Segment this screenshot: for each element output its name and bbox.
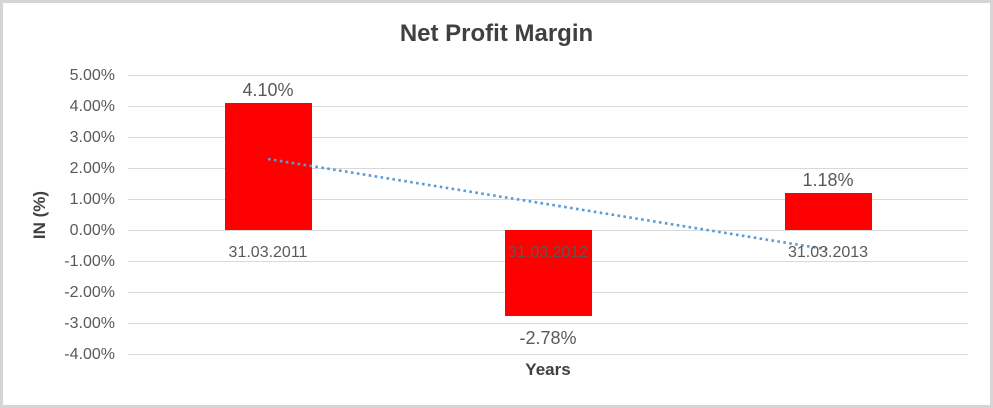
plot-area: 4.10% 31.03.2011 -2.78% 31.03.2012 1.18% 31.0… — [128, 74, 968, 355]
y-tick-label: -2.00% — [64, 284, 115, 301]
y-tick-label: -4.00% — [64, 346, 115, 363]
category-label: 31.03.2012 — [507, 244, 589, 261]
gridline — [128, 74, 968, 76]
y-tick-label: 2.00% — [69, 160, 115, 177]
y-tick-label: -1.00% — [64, 253, 115, 270]
gridline — [128, 167, 968, 169]
gridline — [128, 322, 968, 324]
gridline — [128, 198, 968, 200]
category-label: 31.03.2011 — [228, 244, 308, 261]
y-tick-label: -3.00% — [64, 315, 115, 332]
chart-title: Net Profit Margin — [399, 20, 594, 47]
bar — [224, 102, 312, 230]
y-tick-label: 5.00% — [69, 67, 115, 84]
y-tick-label: 3.00% — [69, 129, 115, 146]
y-tick-label: 1.00% — [69, 191, 115, 208]
gridline — [128, 136, 968, 138]
trendline — [267, 157, 829, 251]
y-tick-label: 4.00% — [69, 98, 115, 115]
y-tick-label: 0.00% — [69, 222, 115, 239]
value-label: 1.18% — [802, 170, 854, 191]
x-axis-title: Years — [525, 360, 571, 379]
category-label: 31.03.2013 — [787, 244, 869, 261]
bar — [784, 193, 872, 230]
gridline — [128, 353, 968, 355]
bar — [504, 230, 592, 317]
value-label: -2.78% — [519, 328, 577, 349]
gridline — [128, 105, 968, 107]
value-label: 4.10% — [242, 79, 294, 100]
